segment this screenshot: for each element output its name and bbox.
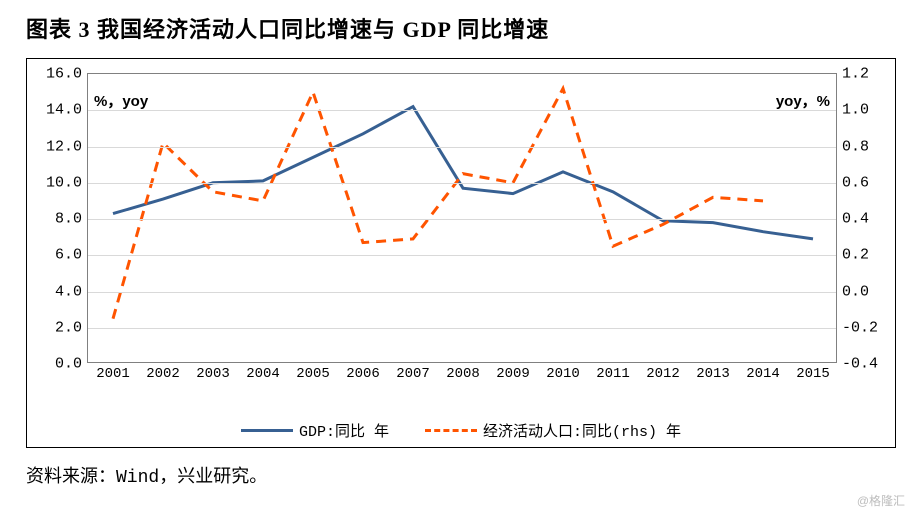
series-line	[113, 89, 763, 319]
x-tick: 2015	[796, 362, 830, 382]
y-right-tick: 0.2	[836, 247, 869, 264]
y-left-tick: 12.0	[46, 138, 88, 155]
gridline	[88, 219, 836, 220]
y-right-tick: 1.0	[836, 102, 869, 119]
x-tick: 2002	[146, 362, 180, 382]
y-left-tick: 4.0	[55, 283, 88, 300]
y-right-tick: 1.2	[836, 66, 869, 83]
gridline	[88, 147, 836, 148]
y-left-tick: 6.0	[55, 247, 88, 264]
x-tick: 2013	[696, 362, 730, 382]
legend: GDP:同比 年 经济活动人口:同比(rhs) 年	[27, 420, 895, 441]
y-right-tick: -0.4	[836, 356, 878, 373]
x-tick: 2009	[496, 362, 530, 382]
x-tick: 2005	[296, 362, 330, 382]
x-tick: 2003	[196, 362, 230, 382]
y-right-tick: 0.6	[836, 174, 869, 191]
chart-title: 图表 3 我国经济活动人口同比增速与 GDP 同比增速	[26, 12, 891, 44]
x-tick: 2014	[746, 362, 780, 382]
legend-swatch	[425, 429, 477, 432]
legend-label: GDP:同比 年	[299, 420, 389, 441]
gridline	[88, 292, 836, 293]
y-right-tick: 0.4	[836, 211, 869, 228]
legend-swatch	[241, 429, 293, 432]
x-tick: 2004	[246, 362, 280, 382]
y-left-tick: 0.0	[55, 356, 88, 373]
gridline	[88, 183, 836, 184]
y-left-tick: 8.0	[55, 211, 88, 228]
y-left-tick: 2.0	[55, 319, 88, 336]
y-left-tick: 14.0	[46, 102, 88, 119]
x-tick: 2006	[346, 362, 380, 382]
legend-item: 经济活动人口:同比(rhs) 年	[425, 420, 681, 441]
x-tick: 2008	[446, 362, 480, 382]
source-line: 资料来源：Wind，兴业研究。	[26, 462, 891, 488]
y-left-tick: 16.0	[46, 66, 88, 83]
watermark: @格隆汇	[857, 492, 905, 509]
y-right-tick: 0.8	[836, 138, 869, 155]
x-tick: 2001	[96, 362, 130, 382]
x-tick: 2007	[396, 362, 430, 382]
x-tick: 2010	[546, 362, 580, 382]
y-right-tick: -0.2	[836, 319, 878, 336]
legend-item: GDP:同比 年	[241, 420, 389, 441]
y-left-tick: 10.0	[46, 174, 88, 191]
plot-area: %，yoy yoy，% 0.02.04.06.08.010.012.014.01…	[87, 73, 837, 363]
gridline	[88, 110, 836, 111]
x-tick: 2011	[596, 362, 630, 382]
legend-label: 经济活动人口:同比(rhs) 年	[483, 420, 681, 441]
gridline	[88, 255, 836, 256]
chart-frame: %，yoy yoy，% 0.02.04.06.08.010.012.014.01…	[26, 58, 896, 448]
y-right-tick: 0.0	[836, 283, 869, 300]
x-tick: 2012	[646, 362, 680, 382]
gridline	[88, 328, 836, 329]
